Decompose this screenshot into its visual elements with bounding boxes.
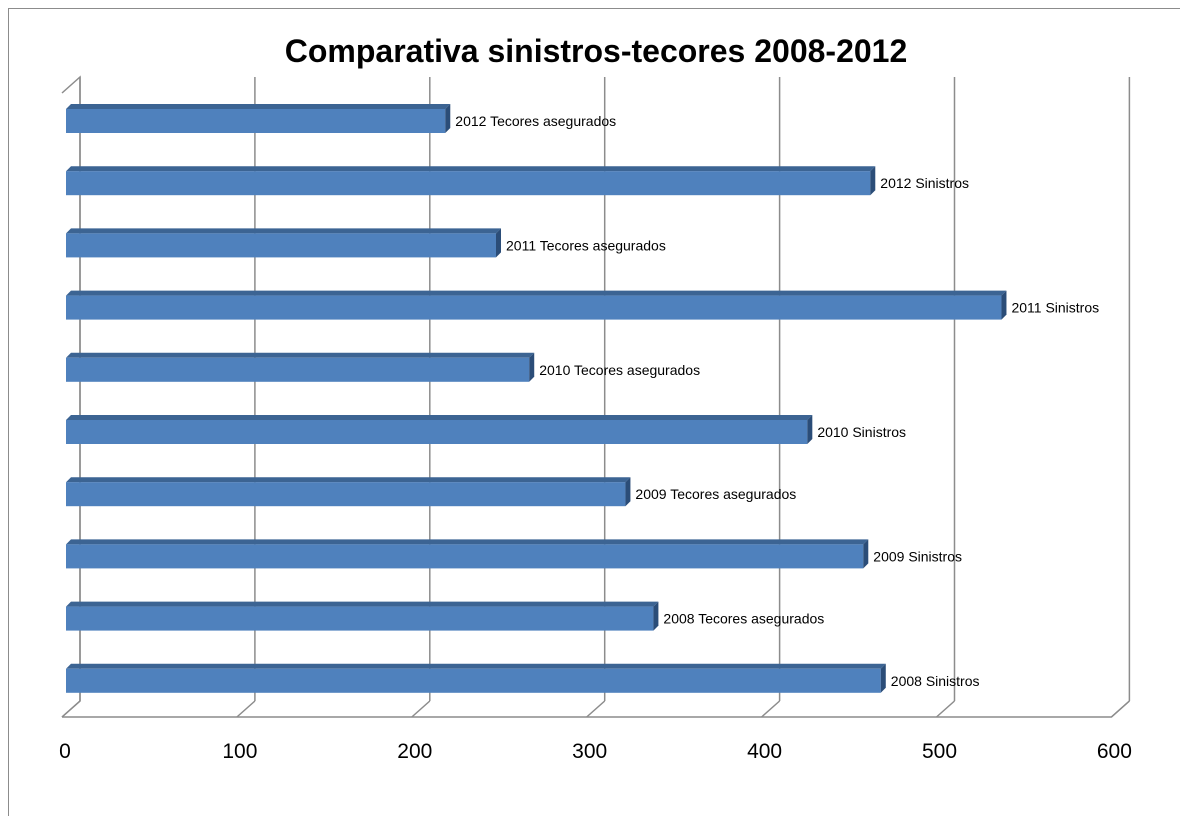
bar: 2012 Tecores asegurados [66,104,616,133]
bar: 2010 Sinistros [66,415,906,444]
bar: 2011 Sinistros [66,290,1099,320]
bar-side-face [870,166,876,196]
bar: 2009 Tecores asegurados [66,477,796,507]
bar-data-label: 2012 Tecores asegurados [455,113,616,129]
bar-data-label: 2008 Sinistros [891,673,980,689]
bar-front-face [66,606,654,631]
bar-top-face [66,166,876,172]
x-tick-label: 500 [922,740,957,763]
grid-layer [61,75,1131,718]
bar-front-face [66,109,446,133]
bar-top-face [66,663,886,669]
bar-front-face [66,171,871,196]
bar-top-face [66,104,451,109]
bar-top-face [66,477,631,483]
x-tick-label: 600 [1097,740,1132,763]
bar-data-label: 2011 Sinistros [1011,300,1099,316]
floor-gridline [236,700,256,718]
floor-gridline [936,700,955,718]
bar: 2008 Sinistros [66,663,980,693]
bar-data-label: 2011 Tecores asegurados [506,237,666,253]
bar-data-label: 2009 Tecores asegurados [635,486,796,502]
bar-top-face [66,290,1007,296]
bar-top-face [66,352,535,358]
bar-data-label: 2012 Sinistros [880,175,969,191]
bar-front-face [66,420,808,444]
bar-front-face [66,482,626,507]
bar-front-face [66,295,1002,320]
bar: 2011 Tecores asegurados [66,228,666,258]
chart-frame [8,8,1180,816]
bar-side-face [807,415,813,444]
x-axis-ticks: 0 100 200 300 400 500 600 [59,740,1132,763]
bar-side-face [880,663,886,693]
bar-front-face [66,544,864,569]
bar-data-label: 2009 Sinistros [873,548,962,564]
bar-top-face [66,415,813,420]
bar-front-face [66,233,497,258]
bar-side-face [496,228,502,258]
bar-top-face [66,228,502,234]
bar-front-face [66,668,881,693]
x-tick-label: 100 [222,740,257,763]
chart-title: Comparativa sinistros-tecores 2008-2012 [285,33,908,69]
bar-data-label: 2010 Sinistros [817,424,906,440]
bar-side-face [529,352,535,382]
bar: 2010 Tecores asegurados [66,352,700,382]
floor-gridline [1110,700,1130,718]
bar-front-face [66,357,530,382]
bar-side-face [863,539,869,569]
bar-data-label: 2008 Tecores asegurados [663,611,824,627]
floor-gridline [411,700,431,718]
bar-top-face [66,539,869,545]
bar-top-face [66,601,659,607]
bar-side-face [653,601,659,631]
bar: 2008 Tecores asegurados [66,601,824,631]
bar-side-face [1001,290,1007,320]
x-tick-label: 400 [747,740,782,763]
x-tick-label: 0 [59,740,71,763]
floor-gridline [61,700,81,718]
bars-layer: 2012 Tecores asegurados 2012 Sinistros 201… [66,104,1099,693]
bar-data-label: 2010 Tecores asegurados [539,362,700,378]
x-tick-label: 200 [397,740,432,763]
bar: 2009 Sinistros [66,539,962,569]
bar: 2012 Sinistros [66,166,969,196]
x-tick-label: 300 [572,740,607,763]
floor-gridline [586,700,606,718]
floor-gridline [761,700,781,718]
bar-side-face [445,104,451,133]
bar-side-face [625,477,631,507]
